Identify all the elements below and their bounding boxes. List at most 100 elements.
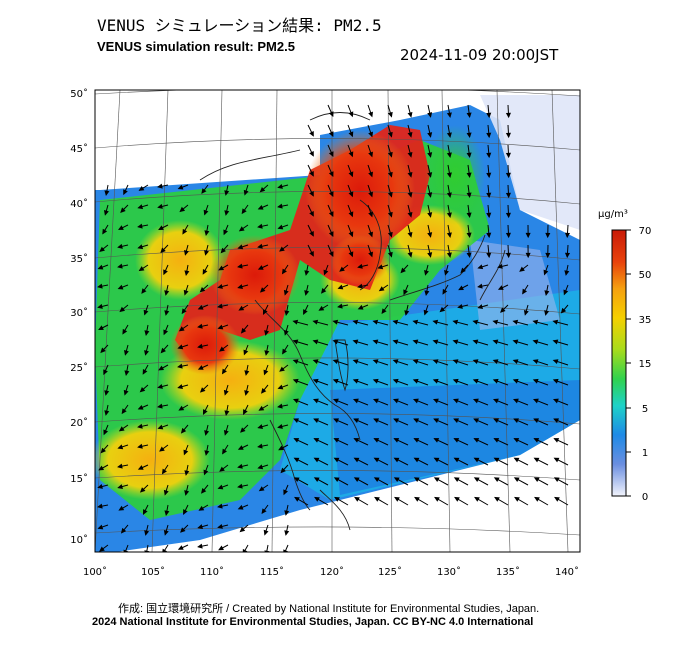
wind-arrow-head	[224, 410, 230, 416]
wind-arrow-head	[197, 524, 204, 530]
wind-arrow-head	[553, 418, 559, 424]
wind-arrow-head	[333, 477, 340, 483]
wind-arrow-head	[202, 409, 208, 415]
wind-arrow-head	[513, 438, 520, 443]
lat-tick-label: 20˚	[70, 417, 88, 429]
wind-arrow-head	[492, 398, 499, 404]
wind-arrow-head	[472, 398, 479, 404]
wind-arrow-head	[97, 283, 103, 289]
wind-arrow-head	[334, 496, 340, 502]
wind-arrow-head	[433, 457, 440, 463]
wind-arrow-head	[103, 429, 109, 436]
wind-arrow-head	[339, 266, 345, 272]
wind-arrow-head	[328, 131, 334, 138]
wind-arrow-head	[284, 530, 290, 536]
wind-arrow-head	[392, 339, 399, 345]
wind-arrow-head	[357, 263, 363, 269]
lat-tick-label: 30˚	[70, 307, 88, 319]
wind-arrow-head	[512, 378, 519, 384]
wind-arrow-head	[179, 206, 186, 213]
wind-arrow-head	[427, 192, 433, 198]
wind-vectors	[97, 104, 571, 552]
wind-arrow-head	[97, 264, 104, 270]
wind-arrow-head	[353, 438, 360, 443]
wind-arrow-head	[505, 252, 511, 259]
wind-arrow-head	[120, 527, 127, 534]
wind-arrow-head	[534, 496, 540, 502]
wind-arrow-head	[466, 172, 472, 179]
wind-arrow	[243, 544, 249, 552]
wind-arrow-head	[532, 359, 539, 365]
wind-arrow-head	[160, 247, 166, 254]
wind-arrow	[266, 544, 269, 552]
wind-arrow-head	[244, 370, 250, 376]
wind-arrow-head	[177, 344, 184, 350]
wind-arrow-head	[157, 424, 164, 430]
wind-arrow-head	[412, 319, 419, 325]
wind-arrow-head	[277, 403, 283, 409]
wind-arrow-head	[312, 339, 319, 345]
wind-arrow-head	[240, 427, 246, 433]
wind-arrow-head	[142, 368, 148, 375]
wind-arrow-head	[368, 191, 373, 198]
wind-arrow-head	[197, 304, 204, 310]
wind-arrow-head	[184, 470, 190, 476]
wind-arrow-head	[407, 132, 413, 138]
wind-arrow-head	[309, 130, 314, 137]
wind-arrow-head	[277, 203, 283, 209]
wind-arrow-head	[525, 232, 531, 239]
wind-arrow-head	[312, 359, 319, 365]
wind-arrow-head	[97, 303, 103, 309]
wind-arrow-head	[348, 211, 354, 218]
wind-arrow-head	[432, 339, 439, 345]
wind-arrow-head	[505, 192, 511, 199]
wind-arrow-head	[492, 339, 499, 345]
colorbar: 70 50 35 15 5 1 0	[611, 226, 651, 503]
wind-arrow-head	[309, 230, 314, 237]
wind-arrow-head	[492, 319, 499, 325]
wind-arrow-head	[161, 468, 167, 475]
wind-arrow-head	[282, 348, 288, 355]
wind-arrow-head	[257, 265, 264, 270]
wind-arrow-head	[217, 284, 223, 289]
wind-arrow-head	[453, 477, 460, 483]
wind-arrow-head	[446, 132, 452, 138]
colorbar-label: 5	[642, 404, 648, 415]
wind-arrow-head	[446, 252, 452, 258]
wind-arrow-head	[472, 339, 479, 345]
wind-arrow-head	[119, 306, 126, 313]
longitude-axis: 100˚ 105˚ 110˚ 115˚ 120˚ 125˚ 130˚ 135˚ …	[83, 566, 579, 578]
wind-arrow-head	[332, 339, 339, 345]
wind-arrow-head	[446, 112, 452, 118]
wind-arrow-head	[392, 378, 399, 384]
wind-arrow-head	[217, 523, 223, 529]
wind-arrow-head	[404, 310, 410, 316]
wind-arrow-head	[102, 228, 108, 235]
copyright-line: 2024 National Institute for Environmenta…	[92, 616, 534, 628]
wind-arrow-head	[412, 339, 419, 345]
lon-tick-label: 110˚	[200, 566, 224, 578]
wind-arrow-head	[439, 306, 446, 313]
wind-arrow-head	[117, 484, 123, 490]
wind-arrow-head	[458, 285, 464, 291]
wind-arrow-head	[244, 390, 250, 396]
wind-arrow-head	[263, 529, 269, 536]
wind-arrow-head	[202, 268, 208, 275]
wind-arrow	[284, 544, 289, 552]
coastlines	[199, 112, 506, 531]
wind-arrow-head	[158, 365, 165, 371]
wind-arrow-head	[393, 418, 399, 424]
wind-arrow-head	[497, 285, 504, 290]
wind-arrow-head	[184, 270, 190, 276]
wind-arrow-head	[457, 303, 463, 309]
wind-arrow-head	[373, 438, 380, 443]
wind-arrow-head	[373, 477, 380, 483]
wind-arrow-head	[264, 330, 270, 336]
lon-tick-label: 130˚	[437, 566, 461, 578]
wind-arrow-head	[427, 252, 433, 258]
wind-arrow-head	[353, 477, 360, 483]
wind-arrow-head	[337, 284, 344, 290]
wind-arrow-head	[407, 152, 413, 158]
wind-arrow-head	[239, 526, 246, 533]
wind-arrow-head	[142, 509, 148, 515]
